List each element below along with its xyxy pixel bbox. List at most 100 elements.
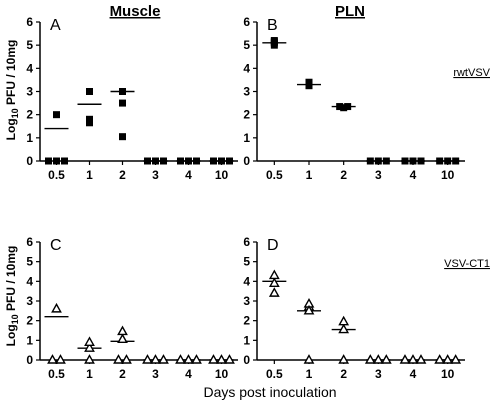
data-point-square (53, 157, 60, 165)
x-tick-label: 3 (375, 168, 382, 182)
data-point-triangle (150, 354, 161, 364)
data-point-square (86, 115, 93, 123)
y-tick-label: 4 (243, 61, 250, 75)
panel-letter: C (50, 237, 62, 254)
x-tick-label: 2 (119, 367, 126, 381)
data-point-square (444, 157, 452, 165)
data-point-triangle (51, 302, 62, 313)
x-tick-label: 10 (441, 168, 455, 182)
data-point-square (226, 157, 233, 165)
data-point-square (452, 157, 460, 165)
y-tick-label: 6 (26, 235, 33, 249)
x-tick-label: 10 (215, 367, 229, 381)
x-tick-label: 1 (86, 168, 93, 182)
y-axis-label-bottom: Log10 PFU / 10mg (4, 246, 20, 347)
data-point-triangle (372, 354, 384, 364)
x-tick-label: 0.5 (266, 367, 283, 381)
x-tick-label: 3 (375, 367, 382, 381)
x-tick-label: 4 (410, 367, 417, 381)
panel-letter: B (267, 17, 278, 34)
x-tick-label: 10 (215, 168, 229, 182)
data-point-triangle (303, 354, 315, 364)
x-tick-label: 1 (306, 168, 313, 182)
data-point-square (160, 157, 167, 165)
y-tick-label: 0 (26, 154, 33, 168)
panel-b: 0 1 2 3 4 5 6 0.5 1 2 3 4 10 B (243, 15, 465, 182)
data-point-square (119, 99, 126, 107)
data-point-triangle (268, 269, 280, 280)
data-point-square (336, 103, 344, 111)
data-point-triangle (407, 354, 419, 364)
data-point-square (366, 157, 374, 165)
data-point-triangle (208, 354, 219, 364)
x-tick-label: 0.5 (48, 367, 65, 381)
x-tick-label: 0.5 (48, 168, 65, 182)
data-point-square (344, 103, 352, 111)
data-point-square (185, 157, 192, 165)
data-point-triangle (434, 354, 446, 364)
y-tick-label: 2 (243, 314, 250, 328)
data-point-triangle (158, 354, 169, 364)
data-point-triangle (216, 354, 227, 364)
x-tick-label: 2 (340, 168, 347, 182)
panel-letter: D (267, 237, 279, 254)
data-point-triangle (84, 336, 95, 346)
data-point-triangle (364, 354, 376, 364)
data-point-square (177, 157, 184, 165)
y-tick-label: 3 (26, 294, 33, 308)
data-point-triangle (224, 354, 235, 364)
data-point-square (270, 38, 278, 46)
data-point-triangle (183, 354, 194, 364)
x-axis-title: Days post inoculation (203, 384, 336, 400)
y-tick-label: 3 (243, 85, 250, 99)
data-point-square (417, 157, 425, 165)
data-point-square (210, 157, 217, 165)
data-point-triangle (175, 354, 186, 364)
data-point-square (409, 157, 417, 165)
data-point-square (152, 157, 159, 165)
y-tick-label: 6 (26, 15, 33, 29)
data-point-triangle (442, 354, 454, 364)
data-point-square (119, 88, 126, 95)
data-point-square (305, 81, 313, 89)
data-point-square (218, 157, 225, 165)
data-point-square (86, 88, 93, 95)
data-point-triangle (380, 354, 392, 364)
data-point-triangle (268, 287, 280, 297)
y-tick-label: 4 (26, 274, 33, 288)
data-point-triangle (55, 354, 66, 364)
x-tick-label: 3 (152, 367, 159, 381)
data-point-triangle (399, 354, 411, 364)
x-tick-label: 1 (306, 367, 313, 381)
data-point-triangle (268, 277, 280, 287)
data-point-triangle (450, 354, 462, 364)
panel-a: 0 1 2 3 4 5 6 0.5 1 2 3 4 10 A (26, 15, 238, 182)
data-point-triangle (121, 354, 132, 364)
x-tick-label: 2 (340, 367, 347, 381)
data-point-square (193, 157, 200, 165)
data-point-triangle (191, 354, 202, 364)
y-tick-label: 5 (26, 255, 33, 269)
data-point-square (436, 157, 444, 165)
y-tick-label: 3 (243, 294, 250, 308)
x-tick-label: 4 (185, 168, 192, 182)
y-tick-label: 5 (243, 255, 250, 269)
panel-letter: A (50, 17, 61, 34)
data-point-square (340, 104, 348, 112)
data-point-triangle (415, 354, 427, 364)
x-tick-label: 1 (86, 367, 93, 381)
data-point-square (144, 157, 151, 165)
data-point-triangle (117, 333, 128, 344)
data-point-square (401, 157, 409, 165)
y-tick-label: 4 (26, 61, 33, 75)
data-point-triangle (47, 354, 58, 364)
x-tick-label: 4 (410, 168, 417, 182)
data-point-square (382, 157, 390, 165)
data-point-square (374, 157, 382, 165)
panel-c: 0 1 2 3 4 5 6 0.5 1 2 3 4 10 C (26, 235, 238, 381)
x-tick-label: 4 (185, 367, 192, 381)
data-point-triangle (113, 354, 124, 364)
y-tick-label: 3 (26, 85, 33, 99)
